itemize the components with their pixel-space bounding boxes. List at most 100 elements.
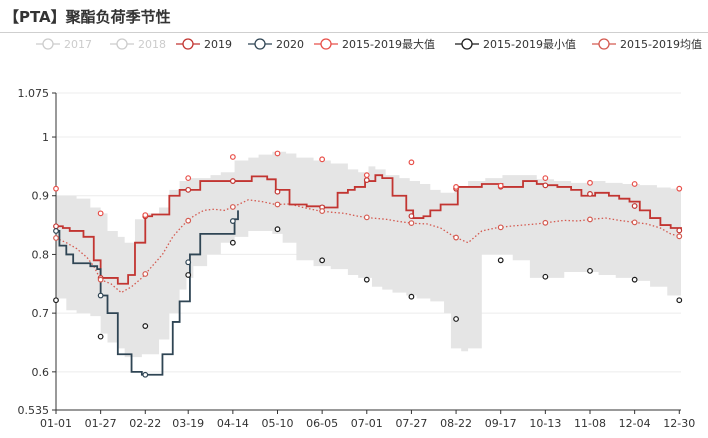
avg-marker xyxy=(676,233,683,240)
legend-label: 2019 xyxy=(204,38,232,51)
legend-marker xyxy=(461,38,473,50)
series-2020-marker xyxy=(97,292,104,299)
legend-item[interactable]: 2015-2019最大值 xyxy=(314,37,435,51)
avg-marker xyxy=(142,271,149,277)
min-marker xyxy=(229,239,236,246)
x-tick-label: 01-27 xyxy=(85,417,117,430)
x-tick-label: 04-14 xyxy=(217,417,249,430)
min-marker xyxy=(319,257,326,264)
max-marker xyxy=(185,175,192,182)
x-tick-label: 07-01 xyxy=(351,417,383,430)
avg-marker xyxy=(363,214,370,221)
min-marker xyxy=(542,273,549,280)
legend-label: 2020 xyxy=(276,38,304,51)
y-tick-label: 0.6 xyxy=(32,366,50,379)
series-2020-marker xyxy=(185,259,192,266)
legend-item[interactable]: 2015-2019最小值 xyxy=(455,38,576,51)
series-2019-marker xyxy=(587,190,593,197)
min-marker xyxy=(97,333,104,340)
avg-marker xyxy=(319,208,326,214)
max-marker xyxy=(542,175,549,182)
legend-item[interactable]: 2019 xyxy=(176,38,232,51)
legend-label: 2015-2019均值 xyxy=(620,38,702,51)
x-tick-label: 10-13 xyxy=(529,417,561,430)
min-marker xyxy=(676,297,683,304)
x-tick-label: 11-08 xyxy=(574,417,606,430)
max-marker xyxy=(408,159,415,166)
max-marker xyxy=(53,185,59,192)
avg-marker xyxy=(53,235,59,241)
x-tick-label: 03-19 xyxy=(172,417,204,430)
series-2020-line xyxy=(56,210,239,376)
y-tick-label: 1 xyxy=(42,131,49,144)
series-2019-marker xyxy=(53,223,59,230)
legend-item[interactable]: 2017 xyxy=(36,38,92,51)
min-marker xyxy=(587,267,593,274)
max-marker xyxy=(631,181,638,187)
legend-marker xyxy=(320,38,332,50)
avg-marker xyxy=(453,234,459,241)
legend-marker xyxy=(254,38,266,50)
avg-series-line xyxy=(55,199,682,294)
series-2020-marker xyxy=(229,218,236,224)
max-marker xyxy=(319,156,326,163)
avg-marker xyxy=(408,220,415,227)
y-tick-label: 1.075 xyxy=(18,87,50,100)
max-marker xyxy=(453,184,459,190)
avg-marker xyxy=(229,204,236,210)
series-2019-marker xyxy=(542,182,549,189)
series-2020-marker xyxy=(53,228,59,234)
series-2019-marker xyxy=(631,203,638,209)
min-marker xyxy=(142,323,149,329)
series-2019-marker xyxy=(676,227,683,234)
legend-label: 2015-2019最大值 xyxy=(342,37,435,51)
series-2020-marker xyxy=(142,371,149,378)
min-marker xyxy=(185,272,192,278)
legend-item[interactable]: 2020 xyxy=(248,38,304,51)
page-title: 【PTA】聚酯负荷季节性 xyxy=(4,8,171,26)
min-max-band xyxy=(56,151,681,358)
min-marker xyxy=(274,226,281,233)
series-2019-marker xyxy=(229,178,236,184)
avg-marker xyxy=(587,216,593,223)
min-marker xyxy=(497,257,504,264)
max-marker xyxy=(97,210,104,217)
avg-marker xyxy=(542,219,549,226)
x-tick-label: 08-22 xyxy=(440,417,472,430)
y-tick-label: 0.8 xyxy=(32,248,50,261)
legend-item[interactable]: 2015-2019均值 xyxy=(592,38,702,51)
min-marker xyxy=(631,276,638,283)
legend-marker xyxy=(42,38,54,50)
min-marker xyxy=(453,316,459,322)
x-tick-label: 12-30 xyxy=(663,417,695,430)
min-marker xyxy=(53,297,59,304)
max-marker xyxy=(229,154,236,160)
min-marker xyxy=(363,276,370,283)
max-marker xyxy=(676,185,683,192)
series-2019-marker xyxy=(274,188,281,195)
x-tick-label: 05-10 xyxy=(262,417,294,430)
x-tick-label: 02-22 xyxy=(129,417,161,430)
max-marker xyxy=(363,172,370,179)
legend-marker xyxy=(116,38,128,50)
legend-marker xyxy=(598,38,610,50)
avg-marker xyxy=(185,217,192,224)
series-2019-marker xyxy=(408,213,415,220)
avg-marker xyxy=(274,201,281,208)
max-marker xyxy=(497,182,504,189)
max-marker xyxy=(274,150,281,157)
y-tick-label: 0.9 xyxy=(32,190,50,203)
max-marker xyxy=(142,212,149,219)
legend-item[interactable]: 2018 xyxy=(110,38,166,51)
x-tick-label: 09-17 xyxy=(485,417,517,430)
y-tick-label: 0.7 xyxy=(32,307,50,320)
avg-marker xyxy=(97,276,104,283)
x-tick-label: 12-04 xyxy=(619,417,651,430)
avg-marker xyxy=(497,224,504,231)
legend-label: 2017 xyxy=(64,38,92,51)
max-marker xyxy=(587,179,593,186)
legend-marker xyxy=(182,38,194,50)
title-divider xyxy=(0,32,708,33)
legend-label: 2018 xyxy=(138,38,166,51)
